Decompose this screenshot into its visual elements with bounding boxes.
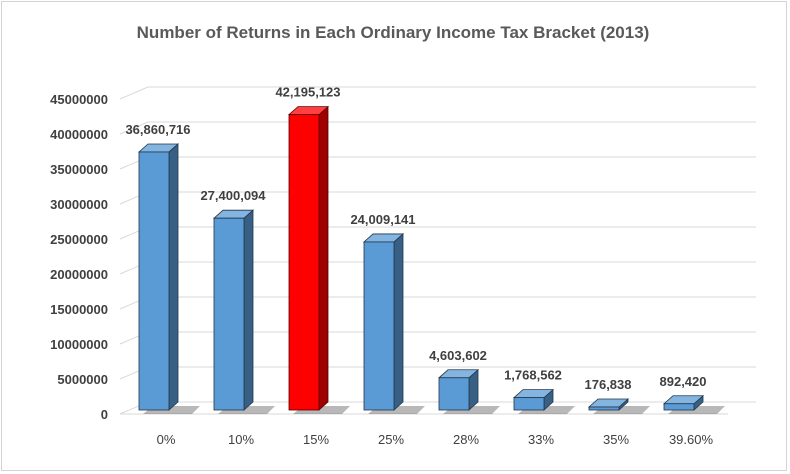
- x-tick-label: 39.60%: [669, 432, 714, 447]
- x-tick-label: 0%: [157, 432, 176, 447]
- bar-side: [168, 143, 179, 411]
- y-tick-label: 45000000: [50, 92, 108, 107]
- x-tick-label: 10%: [228, 432, 254, 447]
- bar: [213, 217, 245, 411]
- y-tick-label: 25000000: [50, 232, 108, 247]
- bar: [438, 377, 470, 411]
- x-axis-categories: 0% 10% 15% 25% 28% 33% 35% 39.60%: [157, 432, 714, 447]
- bar-side: [318, 105, 329, 411]
- x-tick-label: 25%: [378, 432, 404, 447]
- data-label: 4,603,602: [429, 348, 487, 363]
- bar-side: [243, 209, 254, 411]
- bar: [288, 114, 320, 411]
- y-tick-label: 40000000: [50, 127, 108, 142]
- x-tick-label: 35%: [603, 432, 629, 447]
- y-tick-label: 5000000: [57, 372, 108, 387]
- y-tick-label: 35000000: [50, 162, 108, 177]
- y-axis-ticks: 0 5000000 10000000 15000000 20000000 25000000…: [50, 92, 108, 422]
- data-label: 36,860,716: [125, 122, 190, 137]
- chart-title: Number of Returns in Each Ordinary Incom…: [137, 23, 650, 42]
- bars: [137, 105, 705, 411]
- bar: [513, 397, 545, 411]
- bar: [138, 151, 170, 411]
- bar-side: [393, 233, 404, 411]
- data-label: 1,768,562: [504, 368, 562, 383]
- gridline-depth: [119, 121, 149, 135]
- data-labels: 36,860,716 27,400,094 42,195,123 24,009,141…: [125, 85, 706, 392]
- gridline-depth: [119, 86, 149, 100]
- data-label: 27,400,094: [200, 188, 266, 203]
- bar: [363, 241, 395, 411]
- bar: [588, 406, 620, 411]
- bar: [663, 403, 695, 411]
- y-tick-label: 15000000: [50, 302, 108, 317]
- x-tick-label: 28%: [453, 432, 479, 447]
- y-tick-label: 10000000: [50, 337, 108, 352]
- data-label: 42,195,123: [275, 85, 340, 100]
- x-tick-label: 33%: [528, 432, 554, 447]
- y-tick-label: 20000000: [50, 267, 108, 282]
- data-label: 176,838: [585, 377, 632, 392]
- y-tick-label: 30000000: [50, 197, 108, 212]
- y-tick-label: 0: [101, 407, 108, 422]
- data-label: 892,420: [660, 374, 707, 389]
- x-tick-label: 15%: [303, 432, 329, 447]
- data-label: 24,009,141: [350, 212, 415, 227]
